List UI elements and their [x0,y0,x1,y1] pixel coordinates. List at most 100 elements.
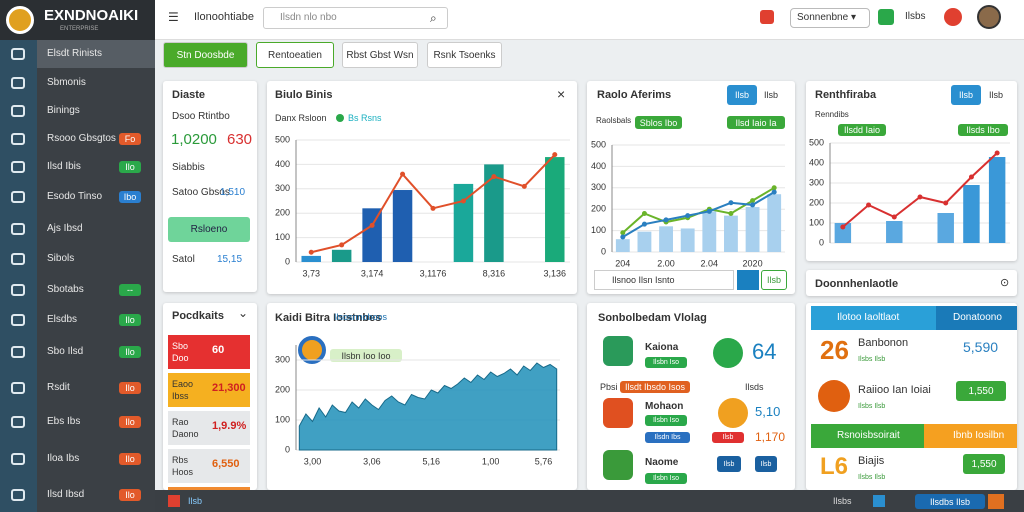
card [806,270,1017,296]
menu-item[interactable]: Elsdbs [47,314,78,325]
tag[interactable]: 1,550 [963,454,1005,474]
toggle[interactable]: Ilsb [764,90,779,100]
menu-active [37,40,155,68]
footer-icon [873,495,885,507]
menu-badge[interactable]: Ilo [119,346,141,358]
menu-icon [11,161,25,173]
menu-item[interactable]: Ilsd Ibis [47,161,81,172]
menu-badge[interactable]: Ilo [119,416,141,428]
menu-badge[interactable]: Fo [119,133,141,145]
chevron[interactable]: ⌄ [238,306,249,320]
menu-item[interactable]: Ebs Ibs [47,416,81,427]
menu-item[interactable]: Ajs Ibsd [47,223,83,234]
banner [811,424,924,448]
tag[interactable]: Ilsd Iaio Ia [727,116,785,129]
menu-item[interactable]: Sbo Ilsd [47,346,84,357]
menu-icon [11,77,25,89]
label: Ilsds [745,382,764,392]
tag[interactable]: Ilsb [761,270,787,290]
menu-item[interactable]: Esodo Tinso [47,191,103,202]
card-title: Doonnhenlaotle [815,278,899,290]
tag[interactable]: Ilsds Ibo [958,124,1008,136]
tag[interactable]: Ilsdt Ibsdo Isos [620,381,690,393]
big-number: 26 [820,335,849,365]
menu-item[interactable]: Sbotabs [47,284,84,295]
tag[interactable]: Ilsb [712,432,744,443]
tab[interactable]: Rsnk Tsoenks [427,42,502,68]
menu-badge[interactable]: Ilo [119,314,141,326]
menu-item[interactable]: Rsdit [47,382,70,393]
product-item[interactable] [168,373,250,407]
tab[interactable]: Rentoeatien [256,42,334,68]
notice: Ilsbs [905,11,926,22]
menu-badge[interactable]: Ilo [119,161,141,173]
menu-icon [11,133,25,145]
toggle[interactable]: Ilsb [951,85,981,105]
select[interactable] [790,8,870,28]
button[interactable]: Rsloeno [168,217,250,242]
value: 630 [227,131,253,148]
search-box[interactable] [263,7,448,29]
banner-label: Ibnb Iosilbn [953,430,1005,441]
logo-text: EXNDNOAIKI [44,7,139,24]
total-value: 15,15 [217,254,243,265]
label: Pbsi [600,382,618,392]
tag[interactable]: Ilsbn Iso [645,473,687,484]
tag[interactable]: Ilsb [717,456,741,472]
avatar[interactable] [977,5,1001,29]
chat-icon[interactable] [878,9,894,25]
banner [936,306,1017,330]
menu-badge[interactable]: Ilo [119,489,141,501]
menu-item[interactable]: Elsdt Rinists [47,48,103,59]
alert-icon[interactable] [760,10,774,24]
tag[interactable]: Ilsbn Ioo Ioo [330,349,402,362]
menu-badge[interactable]: -- [119,284,141,296]
menu-badge[interactable]: Ilo [119,453,141,465]
tag[interactable]: Ilsdd Iaio [838,124,886,136]
icon [818,380,850,412]
menu-icon [11,382,25,394]
menu-item[interactable]: Binings [47,105,80,116]
bell-icon[interactable] [944,8,962,26]
toggle[interactable]: Ilsb [727,85,757,105]
product-item[interactable] [168,411,250,445]
legend-dot [336,114,344,122]
tag[interactable]: Ilsb [755,456,777,472]
tag[interactable]: Sblos Ibo [635,116,682,129]
card [587,81,795,294]
legend: Renndibs [815,110,849,119]
search-box[interactable] [594,270,734,290]
tag[interactable]: Ilsdn Ibs [645,432,690,443]
menu-badge[interactable]: Ilo [119,382,141,394]
tab[interactable]: Rbst Gbst Wsn [342,42,418,68]
tab[interactable]: Stn Doosbde [163,42,248,68]
name: Banbonon [858,337,909,349]
menu-item[interactable]: Rsooo Gbsgtos [47,133,116,144]
tag[interactable]: 1,550 [956,381,1006,401]
name: Kaiona [645,342,679,353]
tag[interactable]: Ilsbn Iso [645,415,687,426]
menu-badge[interactable]: Ibo [119,191,141,203]
menu-item[interactable]: Ilsd Ibsd [47,489,85,500]
menu-item[interactable]: Sibols [47,253,75,264]
menu-button[interactable]: ☰ [168,10,179,24]
search-button[interactable] [737,270,759,290]
tag[interactable]: Ilsbn Iso [645,357,687,368]
menu-item[interactable]: Iloa Ibs [47,453,80,464]
legend: Ilsosnnoboos [334,312,388,322]
card-title: Kaidi Bitra Ioistnbes [275,312,382,324]
product-item[interactable] [168,449,250,483]
toggle[interactable]: Ilsb [989,90,1004,100]
footer-text: Ilsbs [833,496,852,506]
close-button[interactable]: × [557,86,566,102]
icon[interactable]: ⊙ [1000,277,1010,289]
search-icon[interactable]: ⌕ [430,11,437,25]
banner [924,424,1017,448]
big-number: L6 [820,453,849,480]
value: 1,170 [755,430,786,444]
product-item[interactable] [168,335,250,369]
menu-item[interactable]: Sbmonis [47,77,86,88]
footer-button[interactable]: Ilsdbs Ilsb [915,494,985,509]
card [267,303,577,490]
product-label: Rao Daono [172,417,199,439]
